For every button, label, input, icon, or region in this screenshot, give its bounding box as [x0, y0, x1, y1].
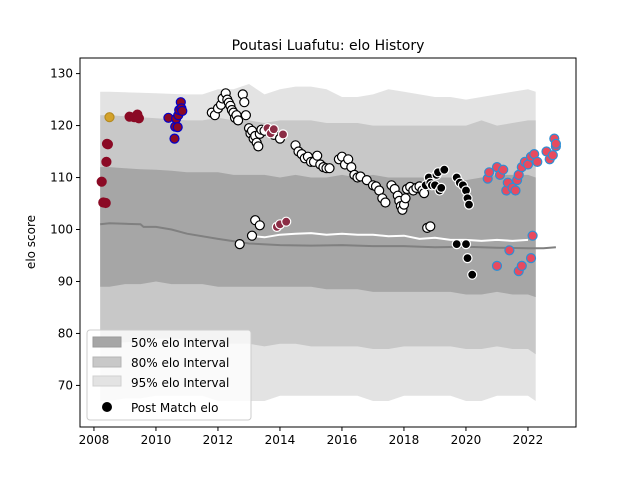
post-match-point [425, 221, 436, 232]
post-match-point [281, 216, 292, 227]
post-match-point [525, 253, 537, 264]
legend-marker-post-match [102, 402, 112, 412]
post-match-point [172, 121, 183, 133]
legend-label-95: 95% elo Interval [131, 376, 229, 390]
post-match-point [463, 199, 475, 210]
y-tick-label: 90 [58, 274, 73, 288]
chart-title: Poutasi Luafutu: elo History [232, 38, 425, 54]
y-axis: 70 80 90 100 110 120 130 [50, 67, 80, 392]
post-match-point [100, 197, 111, 209]
band-50 [100, 167, 536, 298]
post-match-point [532, 156, 543, 167]
x-tick-label: 2012 [203, 433, 234, 447]
legend-swatch-95 [92, 375, 122, 387]
post-match-point [527, 230, 538, 241]
post-match-point [460, 239, 472, 250]
x-tick-label: 2018 [389, 433, 420, 447]
legend-label-post-match: Post Match elo [131, 401, 218, 415]
baseline-elo-line [248, 232, 529, 242]
x-tick-label: 2014 [265, 433, 296, 447]
median-elo-line [100, 222, 556, 250]
post-match-point [324, 163, 335, 174]
post-match-point [516, 260, 527, 271]
post-match-point [380, 197, 391, 208]
y-tick-label: 100 [50, 223, 73, 237]
post-match-point [550, 138, 562, 149]
post-match-point [101, 156, 112, 167]
x-tick-label: 2022 [513, 433, 544, 447]
x-tick-label: 2010 [141, 433, 172, 447]
post-match-point [504, 245, 515, 256]
legend-frame [86, 329, 252, 421]
post-match-point [104, 112, 115, 123]
post-match-point [312, 150, 323, 161]
post-match-point [246, 230, 258, 241]
post-match-point [439, 164, 450, 175]
post-match-point [491, 260, 503, 271]
post-match-point [177, 105, 188, 117]
post-match-point [169, 133, 180, 144]
post-match-point [96, 176, 107, 187]
legend-label-80: 80% elo Interval [131, 356, 229, 370]
post-match-point [133, 113, 144, 124]
plot-frame [79, 57, 577, 428]
post-match-point [498, 164, 509, 175]
post-match-point [239, 97, 250, 108]
post-match-point [234, 239, 245, 250]
y-tick-label: 110 [50, 171, 73, 185]
post-match-point [462, 253, 473, 264]
x-tick-label: 2008 [79, 433, 110, 447]
post-match-point [451, 239, 462, 250]
post-match-point [467, 269, 478, 280]
y-tick-label: 130 [50, 67, 73, 81]
legend-swatch-80 [92, 356, 122, 368]
legend-swatch-50 [92, 336, 122, 348]
y-axis-label: elo score [24, 215, 38, 269]
y-tick-label: 120 [50, 119, 73, 133]
post-match-point [484, 167, 495, 178]
post-match-point [254, 220, 265, 231]
post-match-point [240, 110, 251, 121]
y-tick-label: 70 [58, 378, 73, 392]
post-match-point [233, 115, 244, 126]
x-tick-label: 2016 [327, 433, 358, 447]
post-match-point [547, 150, 558, 161]
legend: 50% elo Interval 80% elo Interval 95% el… [86, 329, 252, 421]
x-axis: 2008 2010 2012 2014 2016 2018 2020 2022 [79, 427, 544, 447]
post-match-point [510, 185, 521, 196]
legend-label-50: 50% elo Interval [131, 336, 229, 350]
y-tick-label: 80 [58, 326, 73, 340]
post-match-point [268, 124, 279, 135]
x-tick-label: 2020 [451, 433, 482, 447]
plot-area [96, 84, 562, 401]
post-match-point [277, 129, 289, 140]
post-match-point [253, 141, 264, 152]
post-match-point [436, 182, 447, 193]
post-match-point [102, 139, 114, 150]
post-match-point [400, 193, 411, 204]
